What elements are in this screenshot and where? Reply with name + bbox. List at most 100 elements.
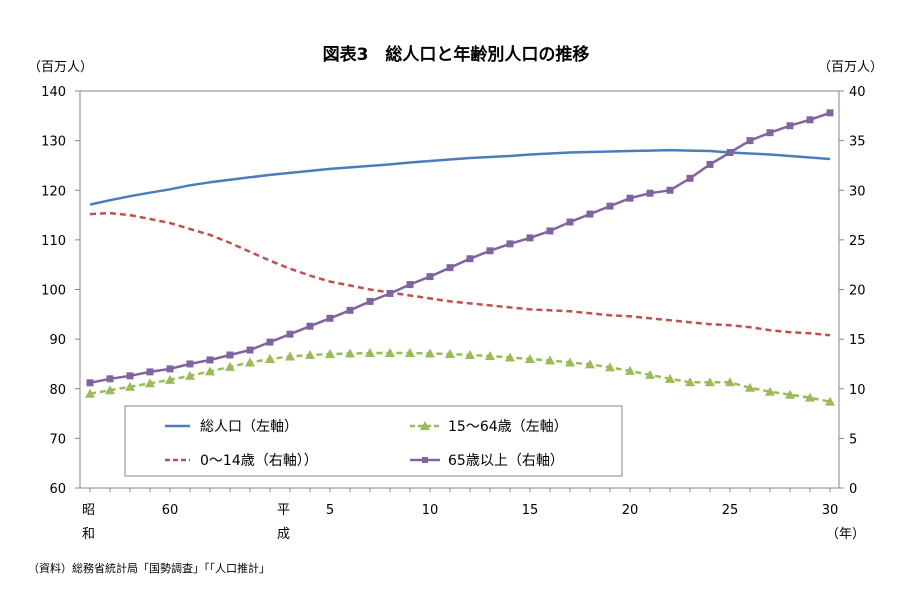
series-marker-square [406, 281, 414, 289]
series-marker-square [726, 149, 734, 157]
series-marker-square [766, 129, 774, 137]
series-marker-triangle [585, 359, 595, 369]
right-tick-label: 0 [849, 482, 857, 497]
left-tick-label: 130 [41, 135, 66, 150]
series-marker-square [326, 314, 334, 322]
series-marker-square [246, 346, 254, 354]
series-marker-square [826, 109, 834, 117]
legend-elderly-label: 65歳以上（右軸） [448, 453, 564, 469]
series-marker-triangle [185, 370, 195, 380]
series-marker-triangle [345, 348, 355, 358]
series-marker-square [286, 330, 294, 338]
heisei-era-label-2: 成 [277, 527, 290, 542]
series-marker-square [686, 174, 694, 182]
series-line-3 [89, 111, 831, 385]
left-axis-unit: （百万人） [28, 60, 93, 75]
series-marker-triangle [525, 353, 535, 363]
series-marker-triangle [705, 377, 715, 387]
x-tick-label: 25 [722, 503, 739, 518]
right-tick-label: 35 [849, 135, 866, 150]
series-marker-triangle [305, 350, 315, 360]
series-marker-triangle [645, 369, 655, 379]
series-marker-square [586, 210, 594, 218]
series-marker-triangle [785, 389, 795, 399]
series-marker-triangle [285, 351, 295, 361]
right-tick-label: 15 [849, 333, 866, 348]
series-marker-triangle [545, 355, 555, 365]
legend-total-label: 総人口（左軸） [200, 419, 298, 435]
series-line-1 [89, 351, 831, 403]
series-marker-triangle [365, 348, 375, 358]
series-marker-square [166, 365, 174, 373]
series-marker-triangle [685, 377, 695, 387]
left-tick-label: 80 [49, 383, 66, 398]
legend: 総人口（左軸） 15～64歳（左軸） 0～14歳（右軸）） 65歳以上（右軸） [124, 405, 623, 477]
right-tick-label: 20 [849, 284, 866, 299]
legend-working-marker [420, 421, 430, 430]
showa-era-label-2: 和 [82, 527, 95, 542]
series-line-2 [89, 211, 831, 337]
series-marker-square [186, 360, 194, 368]
x-axis-ticks: 60 5 10 15 20 25 30 [89, 488, 839, 518]
series-marker-triangle [225, 361, 235, 371]
series-marker-triangle [105, 385, 115, 395]
x-tick-label: 60 [162, 503, 179, 518]
series-marker-square [666, 186, 674, 194]
x-tick-label: 20 [622, 503, 639, 518]
series-marker-square [786, 122, 794, 130]
series-marker-square [506, 240, 514, 248]
series-marker-square [346, 306, 354, 314]
series-marker-square [626, 194, 634, 202]
left-tick-label: 120 [41, 184, 66, 199]
left-tick-label: 110 [41, 234, 66, 249]
series-marker-triangle [385, 348, 395, 358]
legend-working-label: 15～64歳（左軸） [448, 419, 568, 435]
x-tick-label: 10 [422, 503, 439, 518]
series-marker-triangle [405, 348, 415, 358]
series-marker-triangle [165, 374, 175, 384]
series-marker-square [566, 218, 574, 226]
series-marker-square [706, 160, 714, 168]
left-tick-label: 60 [49, 482, 66, 497]
series-line-0 [89, 148, 831, 206]
series-marker-triangle [625, 365, 635, 375]
source-note: （資料）総務省統計局「国勢調査」「「人口推計」 [28, 561, 270, 575]
series-marker-triangle [665, 373, 675, 383]
legend-child-label: 0～14歳（右軸）） [200, 453, 318, 469]
series-marker-square [426, 273, 434, 281]
series-marker-square [466, 255, 474, 263]
series-marker-square [606, 202, 614, 210]
series-marker-square [206, 356, 214, 364]
x-tick-label: 5 [326, 503, 334, 518]
year-unit: （年） [826, 527, 865, 542]
left-tick-label: 90 [49, 333, 66, 348]
chart-title: 図表3 総人口と年齢別人口の推移 [323, 44, 590, 65]
series-marker-square [806, 116, 814, 124]
series-marker-square [546, 227, 554, 235]
series-marker-triangle [465, 350, 475, 360]
series-marker-triangle [85, 388, 95, 398]
x-tick-label: 30 [822, 503, 839, 518]
right-tick-label: 25 [849, 234, 866, 249]
right-tick-label: 5 [849, 432, 857, 447]
series-marker-triangle [425, 348, 435, 358]
series-marker-triangle [805, 392, 815, 402]
series-marker-square [306, 322, 314, 330]
showa-era-label-1: 昭 [82, 503, 95, 518]
series-marker-square [86, 379, 94, 387]
series-marker-square [266, 338, 274, 346]
series-marker-square [526, 234, 534, 242]
series-marker-square [746, 137, 754, 145]
series-marker-square [106, 375, 114, 383]
x-tick-label: 15 [522, 503, 539, 518]
left-tick-label: 70 [49, 432, 66, 447]
right-tick-label: 30 [849, 184, 866, 199]
left-axis-ticks: 60 70 80 90 100 110 120 130 140 [41, 85, 80, 497]
legend-elderly-marker [422, 457, 428, 463]
series-marker-square [486, 247, 494, 255]
series-marker-square [386, 289, 394, 297]
right-axis-unit: （百万人） [818, 60, 883, 75]
series-marker-triangle [565, 357, 575, 367]
series-marker-triangle [725, 377, 735, 387]
